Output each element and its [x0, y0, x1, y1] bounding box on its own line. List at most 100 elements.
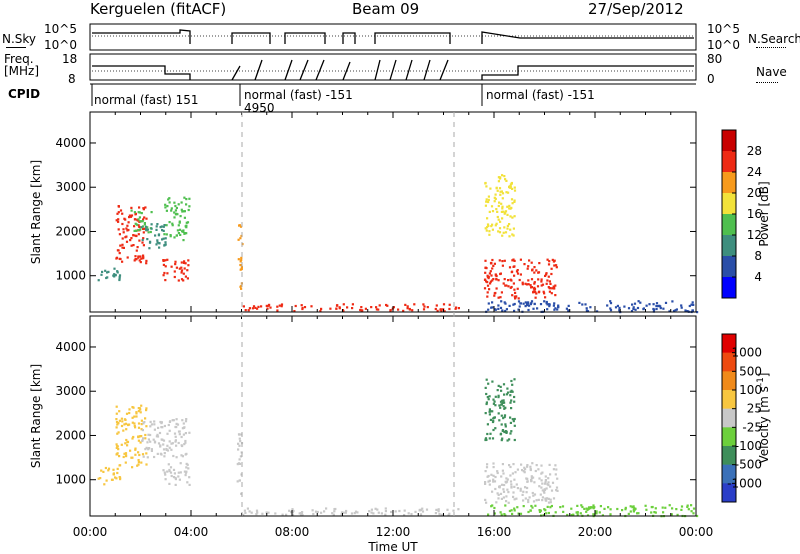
velocity-cell — [675, 508, 678, 511]
power-cell — [567, 304, 570, 307]
power-cell — [491, 228, 494, 231]
power-cell — [652, 303, 655, 306]
power-cell — [155, 243, 158, 246]
power-cell — [175, 234, 178, 237]
velocity-cell — [516, 468, 519, 471]
power-cell — [589, 306, 592, 309]
power-cell — [506, 227, 509, 230]
velocity-cell — [534, 469, 537, 473]
power-cell — [112, 274, 115, 277]
velocity-cell — [526, 464, 529, 467]
power-cell — [585, 307, 588, 310]
velocity-cell — [163, 452, 166, 455]
power-cell — [422, 303, 425, 306]
power-cell — [121, 243, 124, 246]
power-cell — [180, 269, 184, 272]
power-cell — [549, 282, 552, 285]
power-cell — [548, 290, 551, 293]
velocity-cell — [586, 508, 589, 511]
velocity-cell — [575, 511, 578, 514]
power-cell — [507, 191, 510, 194]
power-cell — [185, 198, 188, 201]
power-cell — [148, 247, 151, 250]
velocity-cell — [579, 512, 582, 515]
power-cell — [500, 291, 503, 294]
power-cell — [527, 279, 530, 282]
power-cell — [156, 223, 159, 226]
velocity-cell — [185, 452, 188, 455]
power-cell — [177, 224, 180, 227]
power-cell — [636, 306, 640, 310]
power-cell — [497, 304, 500, 307]
power-cell — [547, 275, 550, 278]
velocity-colorbar-swatch — [722, 483, 736, 503]
power-cell — [494, 193, 497, 196]
velocity-cell — [607, 506, 610, 509]
power-cell — [276, 305, 279, 308]
power-cell — [147, 231, 150, 234]
velocity-cell — [490, 505, 493, 508]
velocity-cell — [139, 408, 142, 411]
power-cell — [501, 192, 505, 195]
velocity-cell — [545, 499, 548, 502]
power-cell — [487, 200, 490, 204]
velocity-cell — [540, 486, 543, 489]
velocity-cell — [169, 471, 173, 474]
power-cell — [127, 221, 130, 224]
velocity-cell — [519, 487, 522, 490]
power-cell — [517, 308, 520, 311]
power-cell — [494, 224, 497, 227]
power-cell — [117, 249, 120, 252]
power-cell — [185, 224, 188, 227]
power-colorbar-swatch — [722, 235, 736, 257]
velocity-cell — [316, 510, 319, 514]
velocity-cell — [501, 463, 504, 466]
power-cell — [627, 307, 631, 310]
power-region-3 — [140, 223, 167, 250]
velocity-cell — [505, 477, 508, 480]
velocity-cell — [486, 475, 489, 478]
power-cell — [168, 201, 171, 204]
power-region-9 — [484, 174, 517, 238]
velocity-cell — [421, 507, 424, 510]
power-cell — [527, 283, 530, 286]
velocity-cell — [653, 511, 656, 514]
velocity-cell — [484, 481, 487, 484]
velocity-cell — [529, 509, 532, 512]
time-axis-label: Time UT — [367, 540, 418, 554]
velocity-cell — [255, 513, 258, 516]
velocity-cell — [183, 470, 186, 473]
velocity-cell — [530, 475, 533, 478]
velocity-colorbar-swatch — [722, 352, 736, 372]
velocity-cell — [505, 500, 508, 503]
velocity-cell — [484, 470, 487, 473]
power-cell — [497, 204, 500, 208]
power-cell — [691, 309, 694, 312]
velocity-cell — [107, 469, 110, 472]
power-cell — [266, 307, 269, 310]
power-cell — [655, 307, 658, 311]
power-cell — [545, 302, 548, 305]
velocity-cell — [240, 492, 243, 495]
velocity-cell — [524, 468, 527, 471]
velocity-cell — [493, 512, 496, 515]
power-cell — [503, 212, 506, 215]
power-cell — [143, 223, 146, 226]
velocity-cell — [170, 442, 173, 445]
velocity-cell — [182, 433, 185, 436]
power-cell — [164, 206, 167, 209]
power-cell — [448, 303, 451, 306]
velocity-cell — [281, 513, 284, 516]
velocity-cell — [420, 508, 423, 512]
velocity-cell — [497, 412, 500, 415]
power-cell — [513, 265, 516, 268]
power-cell — [173, 275, 176, 279]
velocity-cell — [125, 412, 129, 415]
power-cell — [528, 304, 531, 307]
power-cell — [609, 302, 613, 305]
velocity-cell — [515, 497, 518, 500]
velocity-cell — [188, 431, 191, 434]
velocity-cell — [100, 469, 103, 472]
power-cell — [185, 203, 188, 206]
power-cell — [501, 264, 504, 267]
